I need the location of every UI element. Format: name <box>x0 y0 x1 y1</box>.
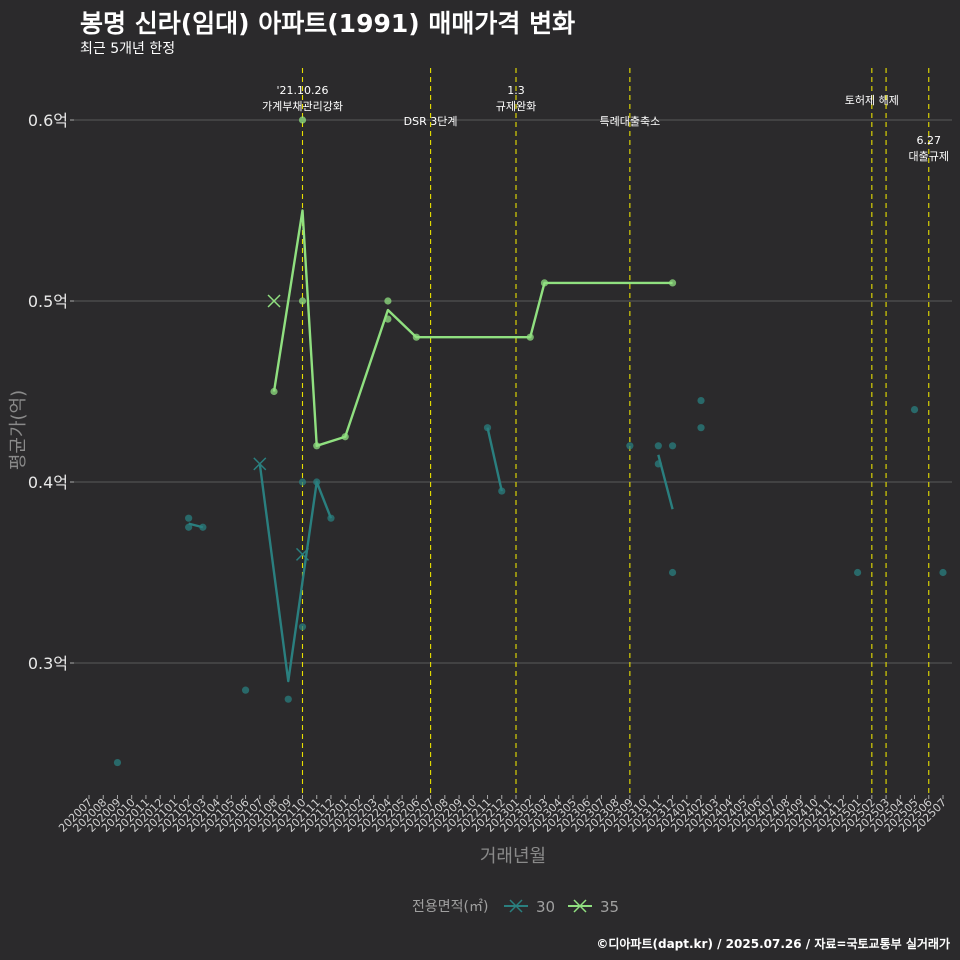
series-35-point <box>384 315 392 323</box>
y-axis-label: 평균가(억) <box>8 390 29 470</box>
series-35-point <box>341 433 349 441</box>
series-35-point <box>540 279 549 287</box>
y-tick-label: 0.3억 <box>28 654 68 673</box>
series-30-point <box>185 523 193 531</box>
series-30-cross <box>253 457 267 471</box>
source-caption: ©디아파트(dapt.kr) / 2025.07.26 / 자료=국토교통부 실… <box>596 937 950 951</box>
series-30-point <box>313 478 321 486</box>
series-35-point <box>412 333 420 341</box>
legend-swatch-cross <box>509 899 523 913</box>
y-tick-label: 0.6억 <box>28 111 68 130</box>
event-label: 토허제 해제 <box>845 93 899 107</box>
series-30-point <box>654 460 662 468</box>
event-label: 특례대출축소 <box>599 115 660 128</box>
series-30-point <box>654 442 662 450</box>
event-label: 규제완화 <box>496 100 536 113</box>
series-30-point <box>498 487 506 495</box>
series-30-point <box>113 758 122 767</box>
legend-label: 35 <box>600 898 619 916</box>
chart-subtitle: 최근 5개년 한정 <box>80 41 176 57</box>
event-label: '21.10.26 <box>276 84 328 97</box>
series-30-cross <box>295 547 310 561</box>
legend-item-35: 35 <box>568 898 619 916</box>
legend-title: 전용면적(㎡) <box>412 899 488 915</box>
x-axis-label: 거래년월 <box>480 846 546 867</box>
series-35-point <box>384 297 392 305</box>
y-tick-label: 0.4억 <box>28 473 68 492</box>
series-30-point <box>284 695 292 703</box>
series-30-point <box>939 568 947 577</box>
series-30-point <box>668 442 677 450</box>
series-35-point <box>298 116 307 124</box>
chart-title: 봉명 신라(임대) 아파트(1991) 매매가격 변화 <box>80 9 576 38</box>
event-label: DSR 3단계 <box>404 115 458 128</box>
series-30-point <box>854 568 862 577</box>
series-30-line <box>486 427 503 492</box>
legend-item-30: 30 <box>504 898 555 916</box>
series-35-line <box>272 209 673 447</box>
series-30-point <box>185 514 193 522</box>
event-label: 가계부채관리강화 <box>262 100 343 113</box>
series-30-point <box>697 396 705 405</box>
series-30-point <box>298 623 307 631</box>
series-30-point <box>697 424 705 432</box>
series-35-point <box>313 442 321 450</box>
series-35-point <box>298 297 307 305</box>
series-30-point <box>327 514 335 522</box>
legend-swatch-cross <box>573 899 587 913</box>
event-label: 1.3 <box>507 84 525 97</box>
series-30-point <box>483 424 492 432</box>
series-30-point <box>626 442 634 450</box>
series-35-cross <box>267 294 281 308</box>
series-30-point <box>199 523 207 531</box>
series-30-point <box>668 568 677 577</box>
series-35-point <box>668 279 677 287</box>
series-30-line <box>258 463 333 683</box>
series-30-point <box>910 406 919 414</box>
legend-label: 30 <box>536 898 555 916</box>
series-30-point <box>298 478 307 486</box>
event-label: 대출규제 <box>909 150 949 163</box>
y-tick-label: 0.5억 <box>28 292 68 311</box>
series-35-point <box>270 387 278 396</box>
series-30-point <box>241 686 250 694</box>
series-35-point <box>526 333 534 341</box>
event-label: 6.27 <box>917 134 942 147</box>
